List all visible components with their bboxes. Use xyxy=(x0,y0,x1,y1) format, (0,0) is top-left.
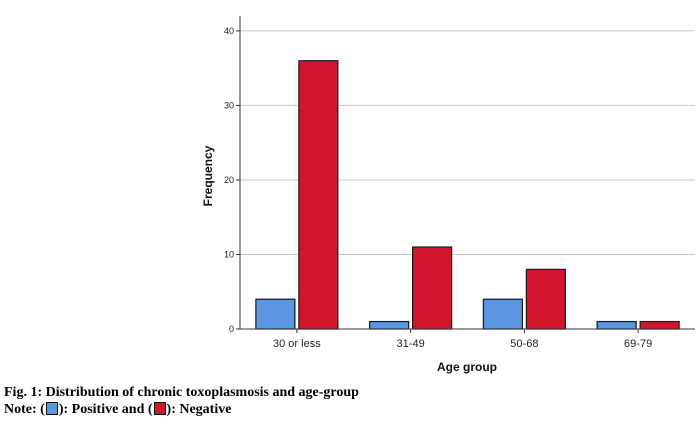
bar-negative xyxy=(525,268,566,330)
bar-negative xyxy=(298,60,339,330)
bar-positive xyxy=(255,298,296,330)
negative-swatch xyxy=(153,402,166,415)
negative-label: ): Negative xyxy=(166,402,232,417)
note-prefix: Note: ( xyxy=(4,402,45,417)
x-tick-label: 31-49 xyxy=(397,338,425,350)
bar-negative xyxy=(412,246,453,330)
y-tick-label: 10 xyxy=(224,249,234,259)
x-tick-label: 69-79 xyxy=(624,338,652,350)
y-tick-label: 0 xyxy=(229,324,234,334)
bar-positive xyxy=(369,320,410,330)
x-tick-label: 50-68 xyxy=(510,338,538,350)
y-tick-label: 30 xyxy=(224,100,234,110)
positive-swatch xyxy=(45,402,58,415)
bar-positive xyxy=(596,320,637,330)
chart: 0 10 20 30 40 30 or less 31-49 50-68 69-79 Age g… xyxy=(201,16,695,374)
caption-note: Note: ( ): Positive and ( ): Negative xyxy=(4,401,359,418)
axes: 0 10 20 30 40 30 or less 31-49 50-68 69-79 xyxy=(224,16,695,350)
positive-label: ): Positive and ( xyxy=(58,402,153,417)
y-tick-label: 20 xyxy=(224,175,234,185)
figure-caption: Fig. 1: Distribution of chronic toxoplas… xyxy=(4,384,359,418)
bars xyxy=(255,60,680,330)
y-axis-title: Frequency xyxy=(201,145,215,206)
bar-positive xyxy=(482,298,523,330)
x-axis-title: Age group xyxy=(437,360,497,374)
x-tick-label: 30 or less xyxy=(273,338,321,350)
y-tick-label: 40 xyxy=(224,26,234,36)
bar-negative xyxy=(639,320,680,330)
caption-title: Fig. 1: Distribution of chronic toxoplas… xyxy=(4,385,359,400)
